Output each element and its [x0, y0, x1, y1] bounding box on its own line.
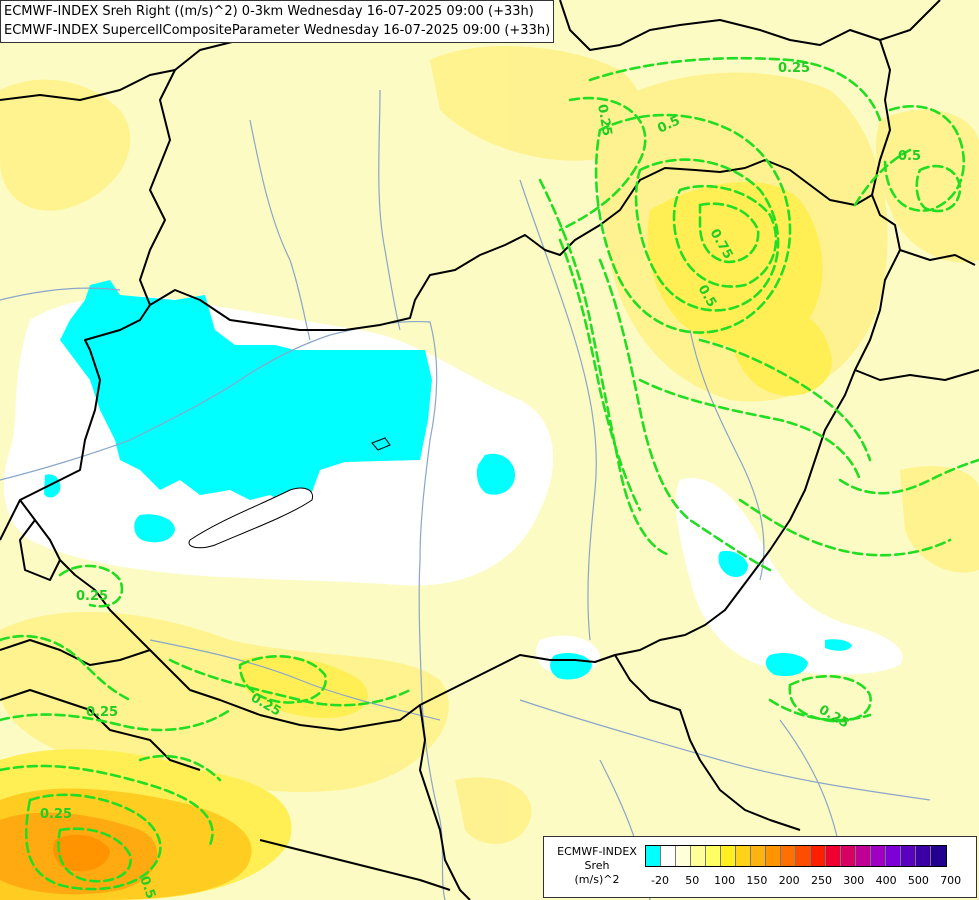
legend-swatch: [691, 846, 706, 866]
legend-tick-label: 50: [685, 874, 700, 887]
legend-swatch: [646, 846, 661, 866]
legend-swatch: [796, 846, 811, 866]
legend-tick-label: 400: [875, 874, 897, 887]
contour-label: 0.25: [86, 705, 118, 720]
legend-tick-label: 700: [940, 874, 962, 887]
legend-swatch: [706, 846, 721, 866]
legend-tick-label: 200: [778, 874, 800, 887]
legend-swatch: [781, 846, 796, 866]
legend-swatch: [931, 846, 946, 866]
color-legend: ECMWF-INDEX Sreh (m/s)^2 -20 50 100 150 200 2…: [543, 836, 977, 898]
legend-name-unit: (m/s)^2: [574, 873, 620, 886]
legend-color-scale: [645, 845, 947, 867]
map-title: ECMWF-INDEX Sreh Right ((m/s)^2) 0-3km W…: [0, 0, 555, 43]
legend-swatch: [661, 846, 676, 866]
scp-contours: [0, 56, 979, 891]
legend-swatch: [721, 846, 736, 866]
legend-swatch: [916, 846, 931, 866]
legend-swatch: [676, 846, 691, 866]
lake-small: [371, 437, 391, 451]
legend-tick-labels: -20 50 100 150 200 250 300 400 500 700: [645, 874, 975, 888]
legend-swatch: [811, 846, 826, 866]
contour-label: 0.25: [778, 61, 810, 76]
legend-tick-label: -20: [651, 874, 669, 887]
legend-tick-label: 100: [714, 874, 736, 887]
legend-swatch: [736, 846, 751, 866]
contour-label: 0.5: [136, 874, 158, 900]
contour-label: 0.25: [76, 589, 108, 604]
legend-name: ECMWF-INDEX Sreh (m/s)^2: [550, 845, 644, 887]
legend-name-model: ECMWF-INDEX: [557, 845, 637, 858]
lake: [188, 487, 314, 549]
legend-tick-label: 150: [746, 874, 768, 887]
contour-label: 0.5: [898, 149, 921, 164]
legend-swatch: [751, 846, 766, 866]
contour-label: 0.25: [594, 103, 614, 137]
legend-swatch: [901, 846, 916, 866]
legend-swatch: [841, 846, 856, 866]
legend-tick-label: 300: [843, 874, 865, 887]
contour-label: 0.25: [40, 807, 72, 822]
legend-swatch: [856, 846, 871, 866]
legend-swatch: [826, 846, 841, 866]
legend-tick-label: 500: [907, 874, 929, 887]
legend-swatch: [766, 846, 781, 866]
title-line-scp: ECMWF-INDEX SupercellCompositeParameter …: [4, 23, 551, 38]
legend-swatch: [871, 846, 886, 866]
legend-tick-label: 250: [811, 874, 832, 887]
legend-swatch: [886, 846, 901, 866]
legend-name-param: Sreh: [584, 859, 610, 872]
rivers: [0, 89, 931, 900]
sreh-field-cyan: [44, 280, 852, 680]
title-line-sreh: ECMWF-INDEX Sreh Right ((m/s)^2) 0-3km W…: [4, 4, 534, 19]
